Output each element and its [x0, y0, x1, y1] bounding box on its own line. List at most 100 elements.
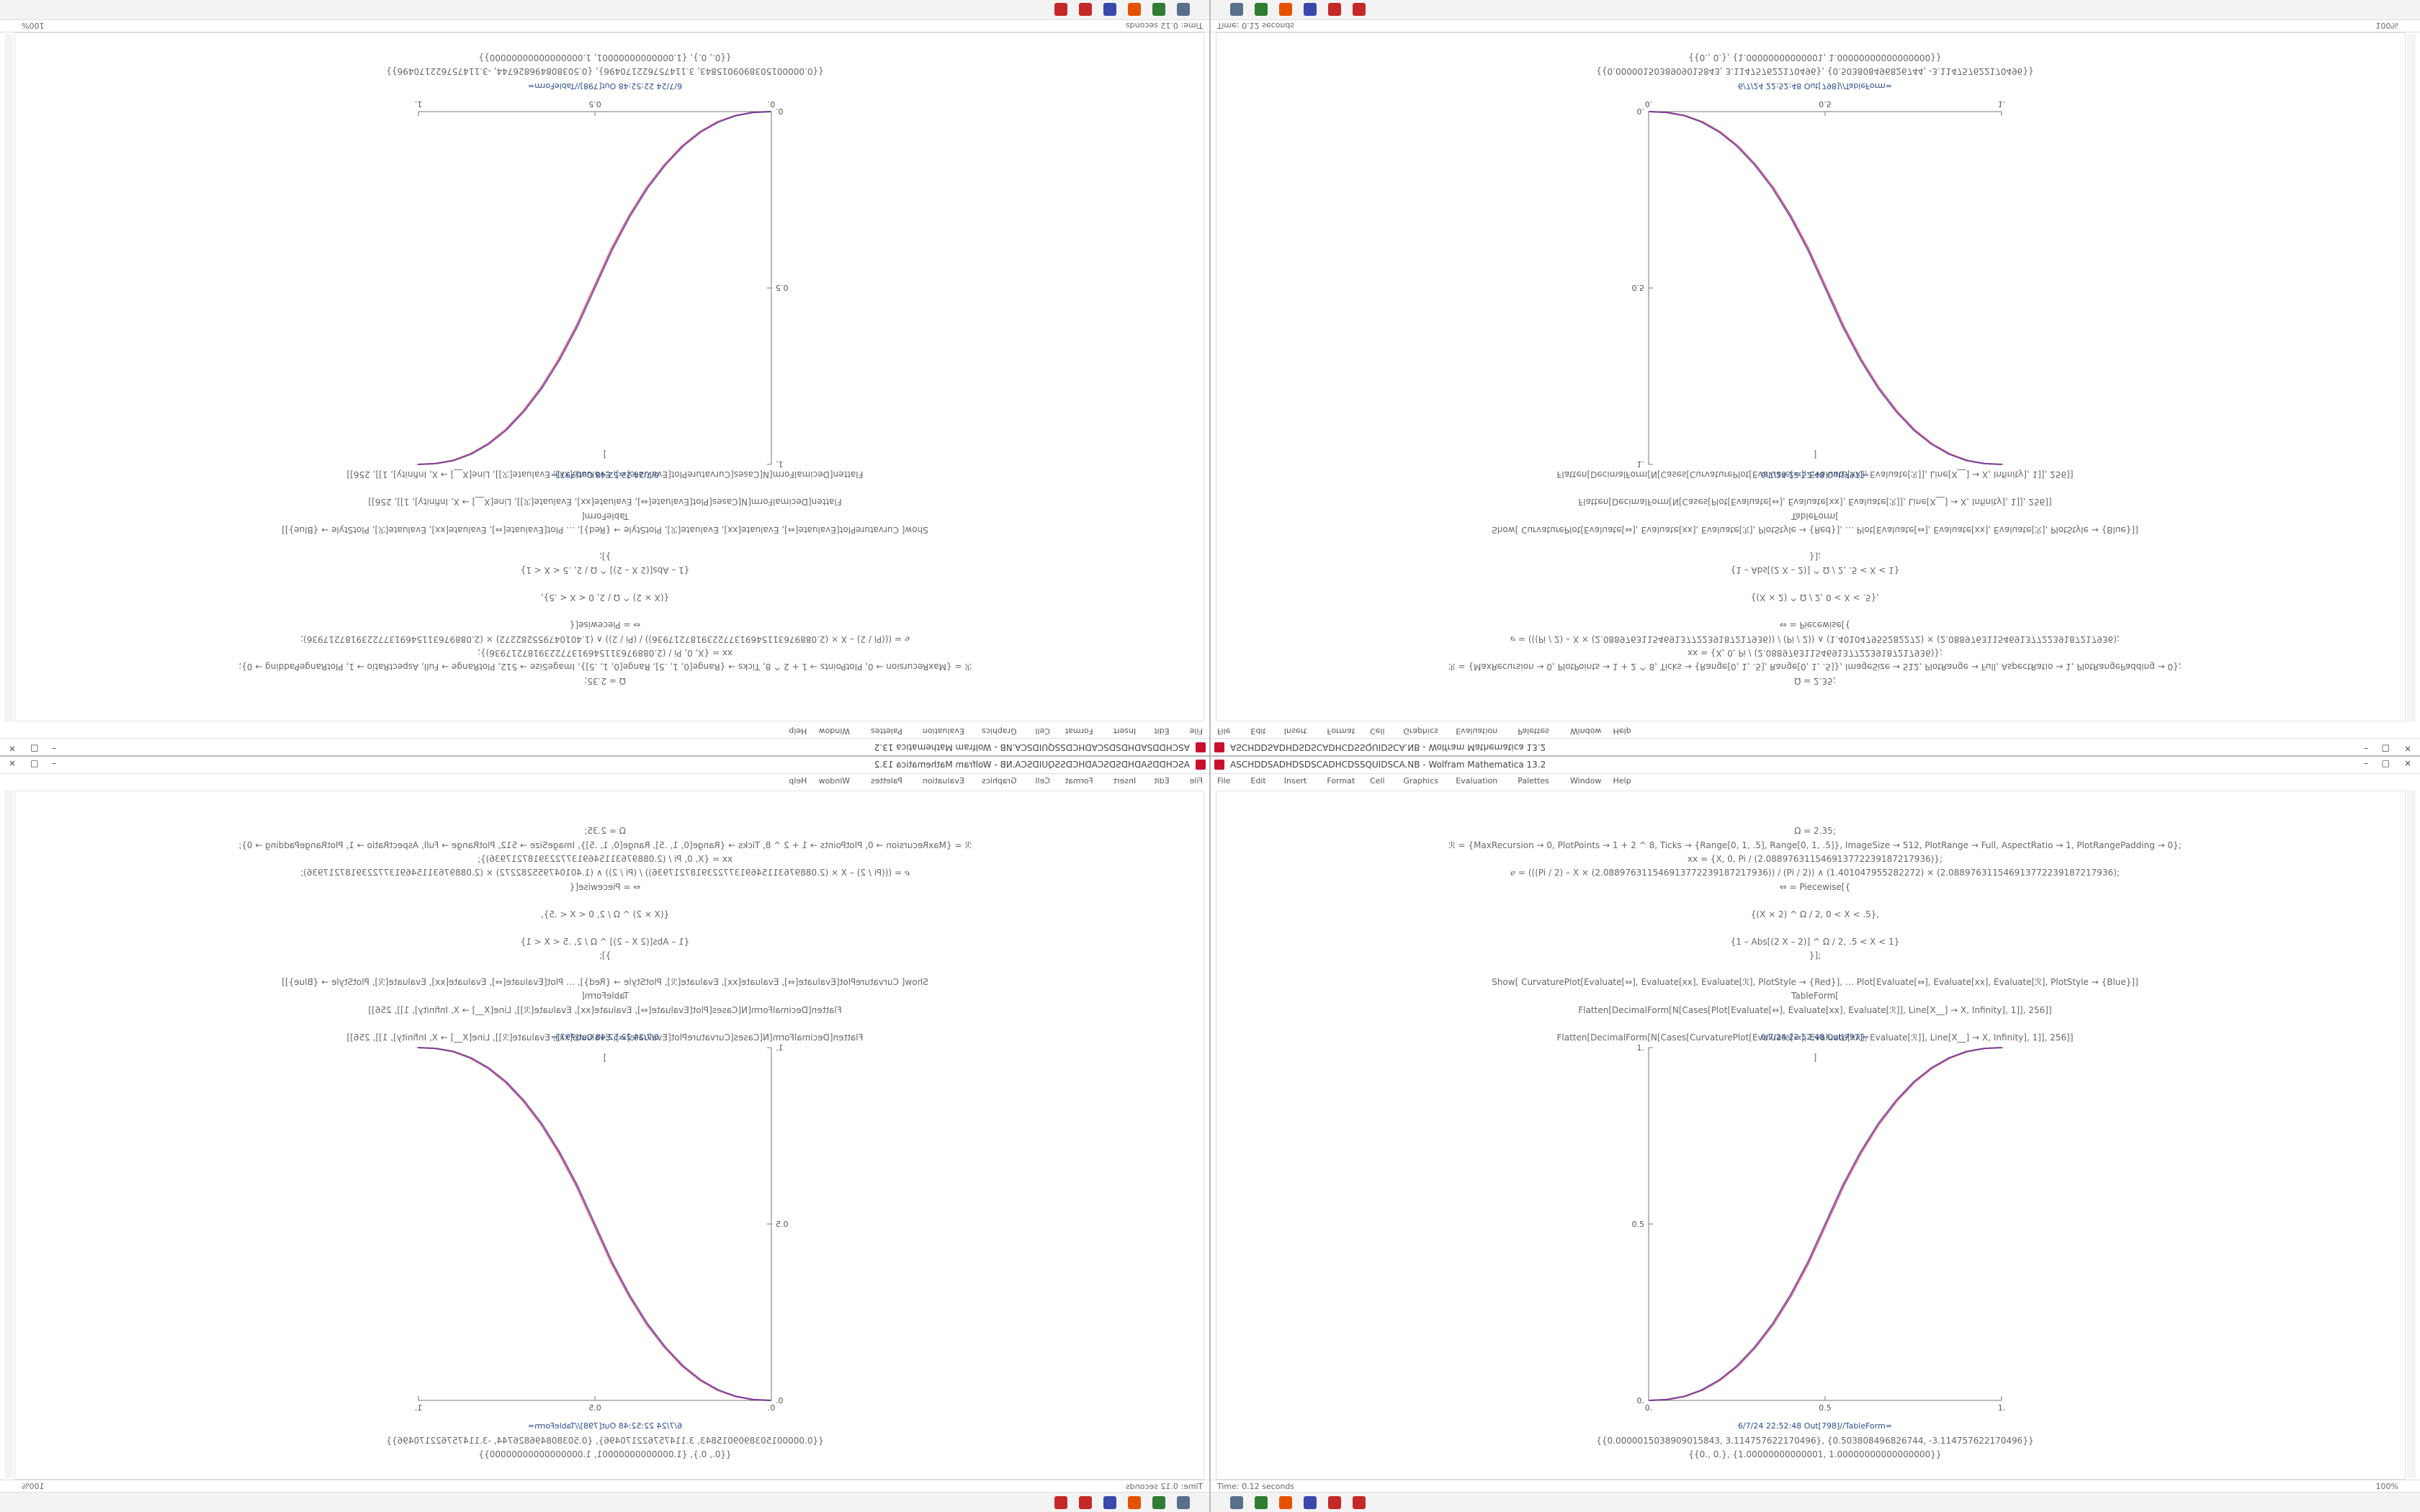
- window-control[interactable]: □: [30, 744, 39, 754]
- window-control[interactable]: ×: [2403, 744, 2411, 754]
- menu-item[interactable]: Palettes: [870, 726, 902, 736]
- menu-item[interactable]: Insert: [1113, 726, 1137, 736]
- code-line: Flatten[DecimalForm[N[Cases[Plot[Evaluat…: [1578, 1005, 2052, 1015]
- window-control[interactable]: –: [52, 758, 56, 768]
- window-control[interactable]: □: [2381, 758, 2390, 768]
- menu-item[interactable]: File: [1189, 726, 1203, 736]
- taskbar-icon[interactable]: [1152, 1496, 1165, 1509]
- menu-item[interactable]: Format: [1327, 726, 1355, 736]
- menu-item[interactable]: Window: [1570, 776, 1602, 786]
- menu-item[interactable]: Help: [789, 776, 807, 786]
- y-tick-label: 0.: [776, 107, 784, 116]
- menu-item[interactable]: Edit: [1250, 726, 1266, 736]
- menu-item[interactable]: Insert: [1113, 776, 1137, 786]
- menu-item[interactable]: Window: [818, 776, 850, 786]
- taskbar-icon[interactable]: [1079, 1496, 1092, 1509]
- title-bar: ASCHDDSADHDSDSCADHCDSSQUIDSCA.NB - Wolfr…: [0, 756, 1210, 774]
- menu-item[interactable]: Edit: [1154, 776, 1170, 786]
- status-bar: Time: 0.12 seconds 100%: [1210, 19, 2420, 32]
- status-bar: Time: 0.12 seconds 100%: [1210, 1480, 2420, 1493]
- taskbar-icon[interactable]: [1353, 1496, 1366, 1509]
- menu-item[interactable]: Help: [789, 726, 807, 736]
- window-control[interactable]: –: [2364, 758, 2368, 768]
- code-line: Ω = 2.35;: [1794, 676, 1836, 686]
- taskbar-icon[interactable]: [1328, 3, 1341, 16]
- menu-item[interactable]: Help: [1613, 726, 1631, 736]
- menu-item[interactable]: Insert: [1283, 726, 1307, 736]
- menu-item[interactable]: Format: [1327, 776, 1355, 786]
- code-line: {1 – Abs[(2 X – 2)] ^ Ω / 2, .5 < X < 1}: [520, 565, 690, 575]
- status-zoom: 100%: [2375, 1482, 2398, 1491]
- taskbar-icon[interactable]: [1152, 3, 1165, 16]
- menu-item[interactable]: Cell: [1370, 726, 1385, 736]
- code-line: {(X × 2) ^ Ω / 2, 0 < X < .5},: [540, 909, 670, 919]
- x-tick-label: 0.: [768, 1403, 776, 1413]
- menu-item[interactable]: File: [1217, 776, 1231, 786]
- window-control[interactable]: ×: [9, 758, 17, 768]
- menu-item[interactable]: Help: [1613, 776, 1631, 786]
- taskbar-icon[interactable]: [1304, 3, 1317, 16]
- code-line: Show[ CurvaturePlot[Evaluate[⇔], Evaluat…: [1492, 525, 2138, 535]
- taskbar-icon[interactable]: [1103, 1496, 1116, 1509]
- menu-item[interactable]: Format: [1065, 726, 1093, 736]
- taskbar-icon[interactable]: [1054, 1496, 1067, 1509]
- taskbar-icon[interactable]: [1128, 1496, 1141, 1509]
- code-line: }];: [599, 552, 611, 562]
- code-line: ℯ = (((Pi / 2) – X × (2.0889763115469137…: [1510, 634, 2120, 644]
- menu-item[interactable]: Evaluation: [922, 776, 964, 786]
- plot: 0. 0.5 1. 0. 0.5 1.: [1632, 99, 2006, 469]
- menu-item[interactable]: File: [1217, 726, 1231, 736]
- window-control[interactable]: □: [30, 758, 39, 768]
- menu-item[interactable]: File: [1189, 776, 1203, 786]
- window-control[interactable]: ×: [9, 744, 17, 754]
- taskbar-icon[interactable]: [1255, 1496, 1268, 1509]
- taskbar-icon[interactable]: [1177, 3, 1190, 16]
- y-tick-label: 1.: [776, 459, 784, 469]
- menu-item[interactable]: Insert: [1283, 776, 1307, 786]
- menu-item[interactable]: Edit: [1250, 776, 1266, 786]
- taskbar-icon[interactable]: [1328, 1496, 1341, 1509]
- window-title: ASCHDDSADHDSDSCADHCDSSQUIDSCA.NB - Wolfr…: [1230, 760, 1546, 770]
- taskbar-icon[interactable]: [1177, 1496, 1190, 1509]
- menu-item[interactable]: Graphics: [982, 776, 1017, 786]
- y-tick-label: 0.: [1637, 1396, 1645, 1405]
- menu-item[interactable]: Cell: [1035, 726, 1050, 736]
- menu-item[interactable]: Edit: [1154, 726, 1170, 736]
- window-control[interactable]: –: [2364, 744, 2368, 754]
- menu-item[interactable]: Window: [1570, 726, 1602, 736]
- output-line: {{0.0000015038909015843, 3.1147576221704…: [1596, 1436, 2034, 1446]
- menu-item[interactable]: Evaluation: [1456, 776, 1498, 786]
- menu-item[interactable]: Palettes: [1518, 726, 1550, 736]
- menu-item[interactable]: Evaluation: [1456, 726, 1498, 736]
- code-line: {1 – Abs[(2 X – 2)] ^ Ω / 2, .5 < X < 1}: [520, 937, 690, 947]
- menu-item[interactable]: Graphics: [982, 726, 1017, 736]
- taskbar-icon[interactable]: [1279, 1496, 1292, 1509]
- code-line: Ω = 2.35;: [584, 826, 626, 836]
- menu-item[interactable]: Window: [818, 726, 850, 736]
- y-tick-label: 1.: [1637, 1043, 1645, 1053]
- menu-item[interactable]: Palettes: [870, 776, 902, 786]
- menu-item[interactable]: Evaluation: [922, 726, 964, 736]
- taskbar-icon[interactable]: [1304, 1496, 1317, 1509]
- taskbar-icon[interactable]: [1230, 1496, 1243, 1509]
- taskbar-icon[interactable]: [1128, 3, 1141, 16]
- menu-item[interactable]: Graphics: [1403, 726, 1438, 736]
- window-control[interactable]: □: [2381, 744, 2390, 754]
- taskbar-icon[interactable]: [1103, 3, 1116, 16]
- taskbar-icon[interactable]: [1279, 3, 1292, 16]
- menu-item[interactable]: Cell: [1370, 776, 1385, 786]
- window-control[interactable]: –: [52, 744, 56, 754]
- menu-item[interactable]: Palettes: [1518, 776, 1550, 786]
- taskbar-icon[interactable]: [1230, 3, 1243, 16]
- menu-item[interactable]: Cell: [1035, 776, 1050, 786]
- status-time: Time: 0.12 seconds: [1125, 21, 1203, 30]
- taskbar-icon[interactable]: [1353, 3, 1366, 16]
- menu-item[interactable]: Format: [1065, 776, 1093, 786]
- window-control[interactable]: ×: [2403, 758, 2411, 768]
- taskbar-icon[interactable]: [1079, 3, 1092, 16]
- taskbar-icon[interactable]: [1255, 3, 1268, 16]
- code-line: Flatten[DecimalForm[N[Cases[Plot[Evaluat…: [368, 1005, 842, 1015]
- taskbar-icon[interactable]: [1054, 3, 1067, 16]
- menu-item[interactable]: Graphics: [1403, 776, 1438, 786]
